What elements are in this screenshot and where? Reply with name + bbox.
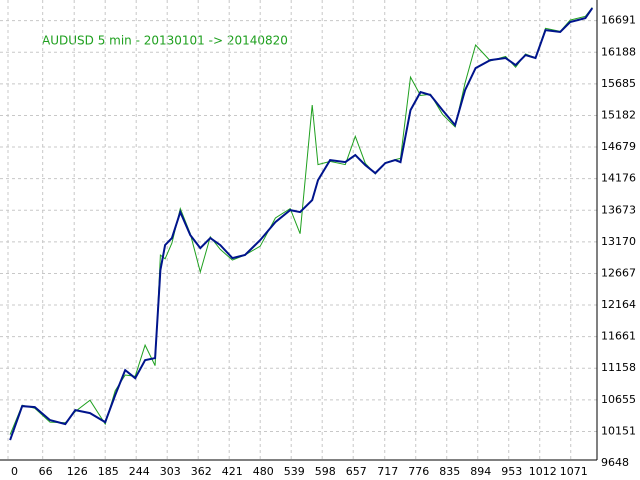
y-tick-label: 13170 [601, 235, 636, 248]
y-tick-label: 10655 [601, 393, 636, 406]
y-tick-label: 11661 [601, 330, 636, 343]
x-tick-label: 303 [160, 465, 181, 478]
x-tick-label: 185 [98, 465, 119, 478]
x-tick-label: 66 [39, 465, 53, 478]
y-tick-label: 15182 [601, 108, 636, 121]
x-tick-label: 1071 [560, 465, 588, 478]
x-tick-label: 953 [501, 465, 522, 478]
y-tick-label: 9648 [601, 456, 629, 469]
y-tick-label: 13673 [601, 203, 636, 216]
series-line [9, 7, 594, 441]
x-tick-label: 539 [284, 465, 305, 478]
y-tick-label: 15685 [601, 77, 636, 90]
y-tick-label: 14176 [601, 172, 636, 185]
x-tick-label: 598 [315, 465, 336, 478]
y-tick-label: 16691 [601, 14, 636, 27]
x-tick-label: 244 [129, 465, 150, 478]
y-tick-label: 12164 [601, 298, 636, 311]
y-tick-label: 10151 [601, 425, 636, 438]
x-tick-label: 0 [11, 465, 18, 478]
x-tick-label: 657 [346, 465, 367, 478]
y-tick-label: 14679 [601, 140, 636, 153]
x-tick-label: 717 [377, 465, 398, 478]
y-tick-label: 16188 [601, 45, 636, 58]
x-tick-label: 835 [439, 465, 460, 478]
y-tick-label: 12667 [601, 266, 636, 279]
x-tick-label: 894 [470, 465, 491, 478]
x-tick-label: 362 [191, 465, 212, 478]
x-tick-label: 776 [408, 465, 429, 478]
x-tick-label: 1012 [529, 465, 557, 478]
x-tick-label: 421 [222, 465, 243, 478]
y-tick-label: 11158 [601, 361, 636, 374]
x-tick-label: 480 [253, 465, 274, 478]
chart-title: AUDUSD 5 min - 20130101 -> 20140820 [42, 34, 288, 48]
x-tick-label: 126 [67, 465, 88, 478]
